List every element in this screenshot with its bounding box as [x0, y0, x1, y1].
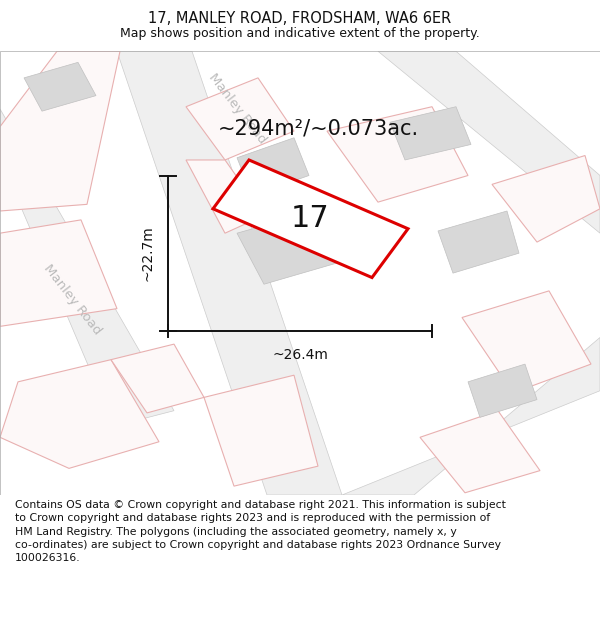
Text: ~26.4m: ~26.4m [272, 348, 328, 362]
Polygon shape [420, 411, 540, 492]
Polygon shape [378, 51, 600, 233]
Polygon shape [0, 220, 117, 326]
Text: Manley Road: Manley Road [41, 262, 103, 338]
Polygon shape [462, 291, 591, 393]
Polygon shape [327, 107, 468, 202]
Polygon shape [0, 359, 159, 468]
Polygon shape [213, 160, 408, 278]
Text: Contains OS data © Crown copyright and database right 2021. This information is : Contains OS data © Crown copyright and d… [15, 500, 506, 563]
Polygon shape [237, 209, 348, 284]
Polygon shape [342, 338, 600, 495]
Text: Manley Road: Manley Road [206, 71, 268, 147]
Polygon shape [237, 138, 309, 196]
Text: 17, MANLEY ROAD, FRODSHAM, WA6 6ER: 17, MANLEY ROAD, FRODSHAM, WA6 6ER [148, 11, 452, 26]
Text: ~22.7m: ~22.7m [141, 225, 155, 281]
Polygon shape [204, 375, 318, 486]
Polygon shape [492, 156, 600, 242]
Text: 17: 17 [291, 204, 330, 233]
Polygon shape [24, 62, 96, 111]
Polygon shape [390, 107, 471, 160]
Polygon shape [438, 211, 519, 273]
Polygon shape [186, 78, 294, 160]
Polygon shape [186, 160, 264, 233]
Text: ~294m²/~0.073ac.: ~294m²/~0.073ac. [217, 119, 419, 139]
Polygon shape [468, 364, 537, 418]
Polygon shape [0, 109, 174, 426]
Text: Map shows position and indicative extent of the property.: Map shows position and indicative extent… [120, 27, 480, 40]
Polygon shape [0, 51, 120, 211]
Polygon shape [117, 51, 342, 495]
Polygon shape [111, 344, 204, 413]
